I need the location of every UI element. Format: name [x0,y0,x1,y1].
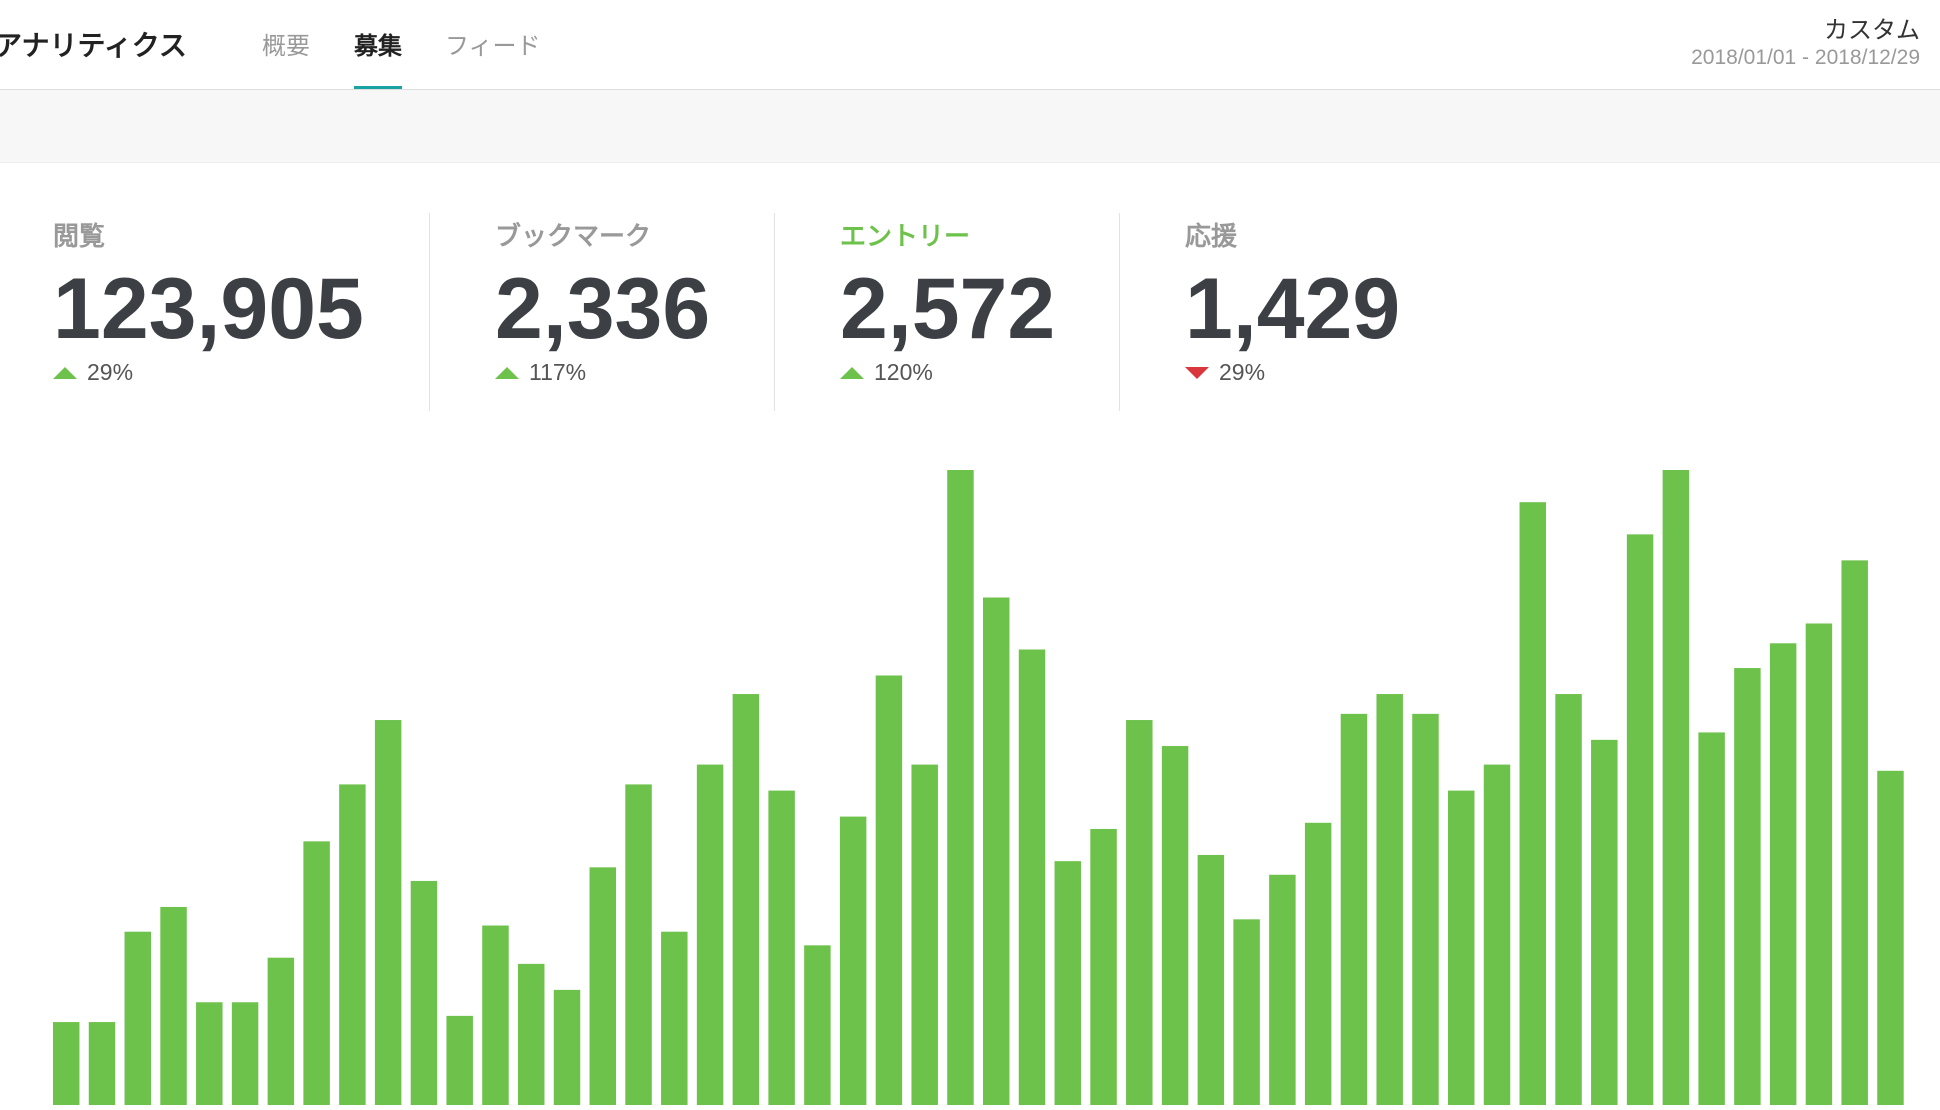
header: アナリティクス 概要 募集 フィード カスタム 2018/01/01 - 2018/… [0,0,1940,90]
stat-label: 閲覧 [53,222,106,252]
bar [124,931,152,1105]
stat-label: ブックマーク [495,222,652,252]
bar [661,931,688,1105]
bar [1412,713,1439,1105]
divider [1119,213,1120,411]
bar [1734,668,1761,1105]
bar [804,945,831,1105]
bar [1519,502,1547,1105]
bar [1841,560,1868,1105]
bar [625,784,652,1105]
bar [1877,770,1904,1105]
bar [231,1002,259,1105]
bar [1698,732,1725,1105]
tab[interactable]: フィード [445,32,541,60]
range-label[interactable]: カスタム [1824,16,1920,44]
bar [1483,764,1511,1105]
stat-change: 117% [495,359,710,386]
bar [303,841,330,1105]
bar [1090,828,1117,1105]
stat-value: 2,572 [840,261,1056,357]
bar [267,957,295,1105]
stat-value: 123,905 [53,261,364,357]
stat-label: エントリー [840,222,971,252]
divider [774,213,775,411]
tab[interactable]: 概要 [262,32,310,60]
bar [1591,739,1618,1105]
bar [839,816,867,1105]
stat-change: 29% [1185,359,1400,386]
bar [1233,919,1260,1105]
bar [1018,649,1046,1105]
bar [446,1015,473,1105]
bar [768,790,795,1105]
stat-value: 1,429 [1185,261,1401,357]
bar [1769,643,1797,1105]
stat-change: 29% [53,359,364,386]
bar [696,764,724,1105]
bar [1197,854,1225,1105]
bar [410,880,438,1105]
bar [1126,720,1153,1105]
bar [1805,623,1833,1105]
bar [53,1022,80,1105]
tab[interactable]: 募集 [354,26,402,89]
bar [374,720,402,1105]
bar [1054,861,1082,1105]
bar [518,963,545,1105]
bar [339,784,366,1105]
stat-change: 120% [840,359,1055,386]
bar [1376,694,1403,1105]
bar [1555,694,1582,1105]
trend-icon [840,366,864,379]
bar [1626,534,1654,1105]
stat-label: 応援 [1185,222,1238,252]
trend-icon [495,366,519,379]
bar [1448,790,1475,1105]
app-title: アナリティクス [0,29,187,62]
bar [911,764,938,1105]
bar [160,906,187,1105]
trend-icon [53,366,77,379]
bar [732,694,760,1105]
bar [196,1002,223,1105]
date-range: 2018/01/01 - 2018/12/29 [1691,46,1920,69]
bar [875,675,903,1105]
bar [1269,874,1296,1105]
stat-card[interactable]: 閲覧 123,905 29% [53,216,364,386]
bar [947,470,974,1105]
stat-card[interactable]: 応援 1,429 29% [1185,216,1400,386]
stat-card[interactable]: ブックマーク 2,336 117% [495,216,710,386]
bar [88,1022,116,1105]
change-text: 29% [87,359,134,385]
change-text: 117% [529,359,587,385]
bar [1340,713,1368,1105]
bar [983,597,1010,1105]
toolbar-band [0,90,1940,163]
bar [1161,746,1189,1105]
bar [553,989,581,1105]
bar [482,925,509,1105]
stat-card[interactable]: エントリー 2,572 120% [840,216,1055,386]
stat-value: 2,336 [495,261,711,357]
bar [1662,470,1690,1105]
divider [429,213,430,411]
bar [1304,822,1332,1105]
change-text: 29% [1219,359,1266,385]
change-text: 120% [874,359,933,385]
bar [589,867,617,1105]
trend-icon [1185,366,1209,379]
